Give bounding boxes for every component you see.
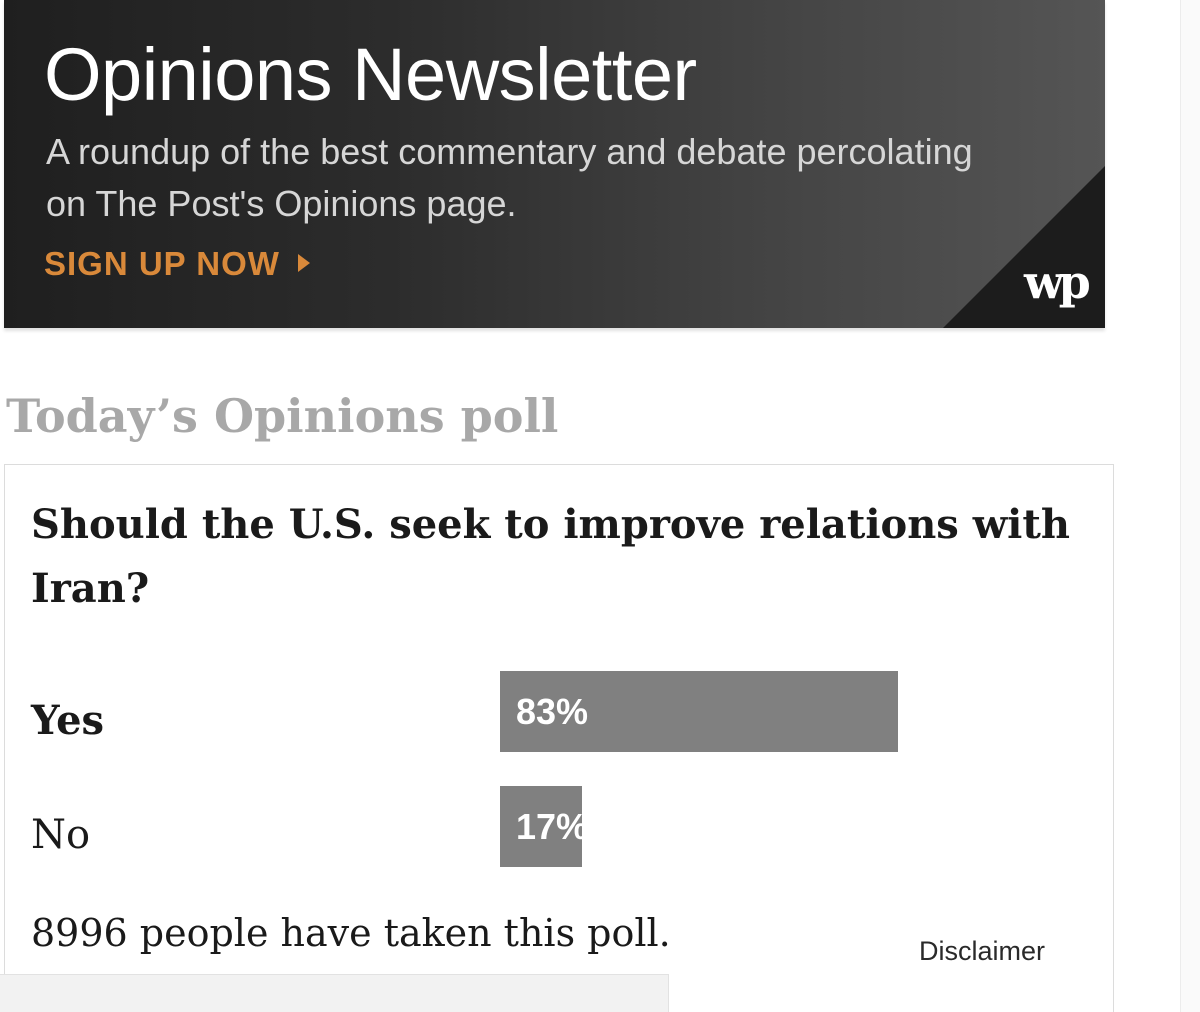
banner-corner-triangle <box>943 166 1105 328</box>
poll-answer-label-yes: Yes <box>31 697 105 744</box>
poll-results-box: Should the U.S. seek to improve relation… <box>4 464 1114 1012</box>
play-arrow-icon <box>297 254 310 273</box>
poll-participant-count: 8996 people have taken this poll. <box>31 911 671 955</box>
sign-up-now-link[interactable]: SIGN UP NOW <box>44 242 310 286</box>
page-scrollbar-track[interactable] <box>1180 0 1200 1012</box>
opinions-newsletter-banner[interactable]: Opinions Newsletter A roundup of the bes… <box>4 0 1105 328</box>
poll-question: Should the U.S. seek to improve relation… <box>31 501 1070 612</box>
poll-percent-yes: 83% <box>516 691 589 732</box>
poll-bar-fill-no: 17% <box>500 786 582 867</box>
poll-answer-label-no: No <box>31 812 91 858</box>
sign-up-label: SIGN UP NOW <box>44 245 280 282</box>
disclaimer-link[interactable]: Disclaimer <box>919 936 1046 966</box>
poll-percent-no: 17% <box>516 806 582 847</box>
poll-bar-fill-yes: 83% <box>500 671 898 752</box>
poll-result-bar-yes: 83% <box>500 671 980 752</box>
washington-post-logo: wp <box>1024 255 1091 309</box>
poll-section-heading: Today’s Opinions poll <box>6 389 559 443</box>
newsletter-description: A roundup of the best commentary and deb… <box>46 131 973 224</box>
poll-result-bar-no: 17% <box>500 786 980 867</box>
bottom-content-strip <box>0 974 669 1012</box>
newsletter-title: Opinions Newsletter <box>44 33 697 116</box>
